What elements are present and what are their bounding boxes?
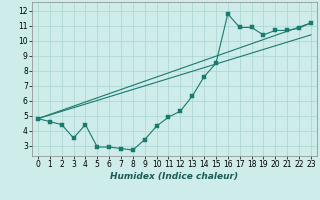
X-axis label: Humidex (Indice chaleur): Humidex (Indice chaleur)	[110, 172, 238, 181]
